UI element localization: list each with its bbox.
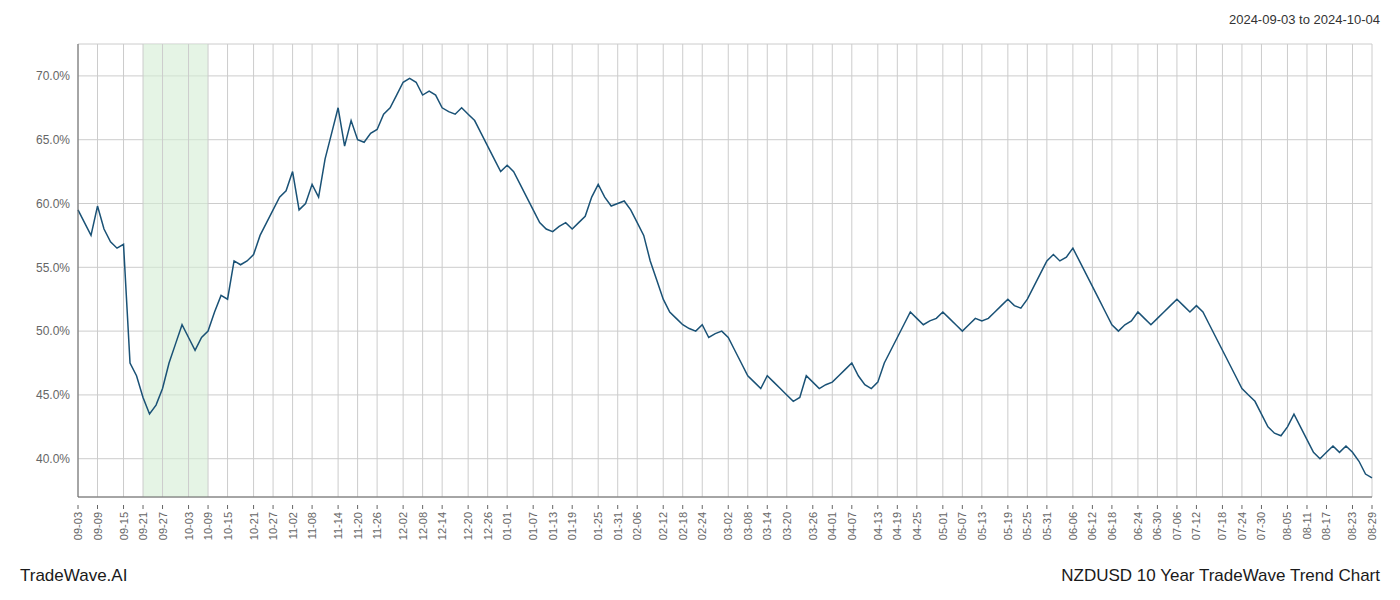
svg-text:10-27: 10-27 (267, 512, 279, 540)
svg-text:06-06: 06-06 (1067, 512, 1079, 540)
svg-text:02-12: 02-12 (657, 512, 669, 540)
svg-text:11-20: 11-20 (352, 512, 364, 539)
svg-text:12-20: 12-20 (462, 512, 474, 540)
svg-text:11-14: 11-14 (332, 512, 344, 539)
svg-text:45.0%: 45.0% (36, 388, 70, 402)
svg-text:04-13: 04-13 (872, 512, 884, 540)
html-text:TradeWave.AI: TradeWave.AI (20, 566, 128, 585)
svg-text:07-06: 07-06 (1171, 512, 1183, 540)
svg-text:01-19: 01-19 (566, 512, 578, 540)
svg-text:08-11: 08-11 (1301, 512, 1313, 539)
svg-text:12-02: 12-02 (397, 512, 409, 540)
html-text:2024-09-03 to 2024-10-04: 2024-09-03 to 2024-10-04 (1228, 12, 1380, 27)
svg-text:10-03: 10-03 (183, 512, 195, 540)
svg-text:01-31: 01-31 (612, 512, 624, 540)
svg-text:09-03: 09-03 (72, 512, 84, 540)
svg-text:08-05: 08-05 (1281, 512, 1293, 540)
svg-text:06-12: 06-12 (1086, 512, 1098, 540)
svg-text:05-07: 05-07 (956, 512, 968, 540)
svg-text:65.0%: 65.0% (36, 133, 70, 147)
svg-text:55.0%: 55.0% (36, 261, 70, 275)
svg-text:01-13: 01-13 (547, 512, 559, 540)
svg-text:12-08: 12-08 (417, 512, 429, 540)
svg-text:02-06: 02-06 (631, 512, 643, 540)
svg-text:04-01: 04-01 (826, 512, 838, 540)
svg-text:09-27: 09-27 (157, 512, 169, 540)
svg-text:10-15: 10-15 (222, 512, 234, 540)
svg-text:09-21: 09-21 (137, 512, 149, 540)
svg-text:10-09: 10-09 (202, 512, 214, 540)
svg-text:09-15: 09-15 (118, 512, 130, 540)
svg-text:06-30: 06-30 (1151, 512, 1163, 540)
svg-text:03-26: 03-26 (807, 512, 819, 540)
svg-text:04-07: 04-07 (846, 512, 858, 540)
svg-text:11-08: 11-08 (306, 512, 318, 539)
svg-text:09-09: 09-09 (92, 512, 104, 540)
svg-text:03-02: 03-02 (722, 512, 734, 540)
svg-text:03-20: 03-20 (781, 512, 793, 540)
svg-text:06-24: 06-24 (1132, 512, 1144, 540)
svg-text:04-25: 04-25 (911, 512, 923, 540)
svg-text:07-18: 07-18 (1216, 512, 1228, 540)
svg-text:07-24: 07-24 (1236, 512, 1248, 540)
svg-text:02-24: 02-24 (696, 512, 708, 540)
svg-text:01-01: 01-01 (501, 512, 513, 540)
svg-text:11-02: 11-02 (287, 512, 299, 539)
svg-text:07-12: 07-12 (1190, 512, 1202, 540)
svg-text:08-23: 08-23 (1346, 512, 1358, 540)
svg-text:05-01: 05-01 (937, 512, 949, 540)
svg-text:40.0%: 40.0% (36, 452, 70, 466)
html-text:NZDUSD 10 Year TradeWave Trend: NZDUSD 10 Year TradeWave Trend Chart (1061, 566, 1380, 585)
svg-text:05-25: 05-25 (1021, 512, 1033, 540)
svg-text:03-08: 03-08 (742, 512, 754, 540)
svg-text:02-18: 02-18 (677, 512, 689, 540)
svg-text:12-26: 12-26 (482, 512, 494, 540)
svg-text:05-13: 05-13 (976, 512, 988, 540)
svg-text:60.0%: 60.0% (36, 197, 70, 211)
svg-text:07-30: 07-30 (1255, 512, 1267, 540)
svg-text:04-19: 04-19 (891, 512, 903, 540)
svg-text:12-14: 12-14 (436, 512, 448, 540)
svg-text:03-14: 03-14 (761, 512, 773, 540)
svg-text:08-29: 08-29 (1366, 512, 1378, 540)
svg-text:06-18: 06-18 (1106, 512, 1118, 540)
svg-text:10-21: 10-21 (248, 512, 260, 540)
svg-text:01-25: 01-25 (592, 512, 604, 540)
svg-text:05-19: 05-19 (1002, 512, 1014, 540)
svg-text:11-26: 11-26 (371, 512, 383, 539)
svg-text:05-31: 05-31 (1041, 512, 1053, 540)
svg-text:50.0%: 50.0% (36, 324, 70, 338)
svg-text:08-17: 08-17 (1320, 512, 1332, 540)
svg-text:70.0%: 70.0% (36, 69, 70, 83)
svg-text:01-07: 01-07 (527, 512, 539, 540)
